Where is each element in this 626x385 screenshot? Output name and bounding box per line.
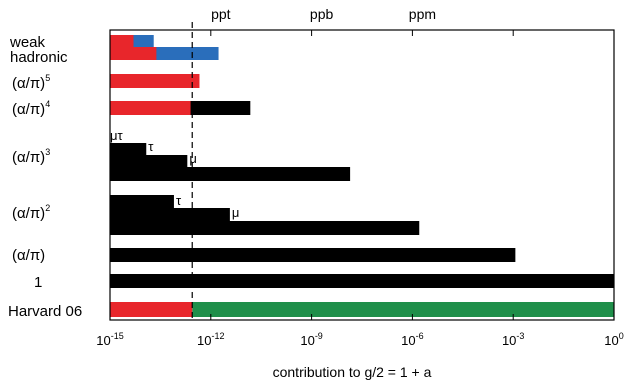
bar-a3-mu [110, 155, 188, 167]
bar-annotation: μ [232, 205, 240, 220]
bar-a2-tau [110, 195, 174, 208]
x-tick-label: 10-12 [197, 331, 224, 348]
plot-frame [109, 29, 615, 321]
bar-a4 [110, 101, 191, 115]
row-label-a3: (α/π)3 [12, 147, 50, 166]
row-label-hadronic: hadronic [10, 49, 68, 66]
bar-weak [110, 35, 134, 47]
x-tick-label: 10-9 [300, 331, 322, 348]
row-label-a1: (α/π) [12, 247, 45, 264]
bar-hadronic [110, 47, 157, 60]
bar-a5 [110, 74, 200, 88]
top-unit-labels: ppt ppb ppm [211, 6, 436, 22]
top-label-ppb: ppb [310, 6, 334, 22]
x-tick-label: 10-15 [96, 331, 123, 348]
bar-one [110, 274, 614, 288]
bar-harvard [192, 302, 615, 317]
x-tick-label: 100 [604, 331, 623, 348]
x-tick-label: 10-6 [401, 331, 423, 348]
bar-a1 [110, 248, 516, 262]
x-axis-label: contribution to g/2 = 1 + a [273, 364, 432, 380]
bar-a3-tau [110, 143, 147, 155]
row-label-a5: (α/π)5 [12, 73, 50, 92]
bars-layer [110, 35, 615, 317]
row-label-one: 1 [34, 274, 42, 291]
bar-a2-e [110, 221, 420, 235]
x-ticks: 10-15 10-12 10-9 10-6 10-3 100 [96, 30, 624, 348]
row-label-a4: (α/π)4 [12, 99, 50, 118]
bar-harvard [110, 302, 193, 317]
bar-annotation: μτ [110, 128, 123, 143]
top-label-ppm: ppm [409, 6, 436, 22]
bar-annotation: μ [189, 151, 197, 166]
top-label-ppt: ppt [211, 6, 231, 22]
bar-annotation: τ [176, 193, 182, 208]
row-label-weak: weak [9, 34, 46, 51]
x-tick-label: 10-3 [502, 331, 524, 348]
row-label-harvard: Harvard 06 [8, 303, 82, 320]
bar-a2-mu [110, 208, 230, 221]
bar-a3-e [110, 167, 351, 181]
bar-annotation: τ [148, 139, 154, 154]
row-label-a2: (α/π)2 [12, 203, 50, 222]
